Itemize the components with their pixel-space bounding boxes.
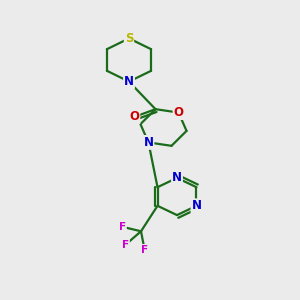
Text: N: N	[143, 136, 154, 149]
Text: S: S	[125, 32, 133, 45]
Text: O: O	[173, 106, 184, 119]
Text: F: F	[122, 240, 129, 250]
Text: N: N	[124, 75, 134, 88]
Text: F: F	[119, 222, 126, 232]
Text: N: N	[191, 199, 202, 212]
Text: F: F	[141, 245, 148, 255]
Text: N: N	[172, 171, 182, 184]
Text: O: O	[129, 110, 140, 123]
